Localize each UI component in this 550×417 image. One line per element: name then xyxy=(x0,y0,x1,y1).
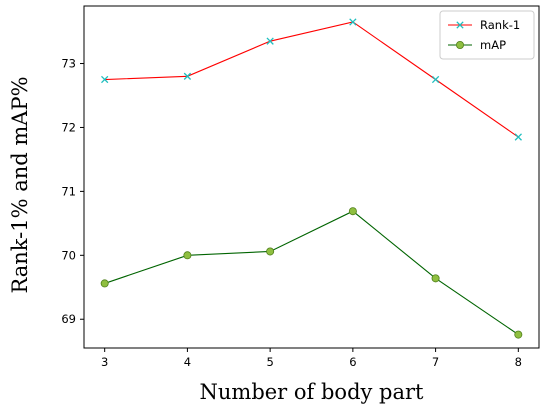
data-point-1 xyxy=(514,330,523,339)
ticks-layer: 3 4 5 6 7 8 69 70 71 72 73 xyxy=(61,57,522,369)
data-point-1 xyxy=(266,247,275,256)
x-tick-label: 7 xyxy=(432,355,439,369)
x-tick-label: 6 xyxy=(349,355,356,369)
y-tick-label: 70 xyxy=(61,248,76,262)
y-tick-label: 72 xyxy=(61,120,76,134)
x-tick-label: 5 xyxy=(266,355,273,369)
y-axis-title: Rank-1% and mAP% xyxy=(8,76,32,293)
x-tick-label: 4 xyxy=(184,355,191,369)
x-tick-label: 3 xyxy=(101,355,108,369)
data-point-1 xyxy=(183,251,192,260)
x-tick-label: 8 xyxy=(515,355,522,369)
data-point-1 xyxy=(348,207,357,216)
plot-frame xyxy=(83,5,540,349)
data-point-1 xyxy=(100,279,109,288)
y-tick-label: 69 xyxy=(61,312,76,326)
legend-swatch-marker xyxy=(455,41,464,50)
x-axis-title: Number of body part xyxy=(200,380,425,404)
data-point-0 xyxy=(183,72,192,80)
data-point-0 xyxy=(349,18,357,26)
series-line-0 xyxy=(104,21,519,138)
series-layer xyxy=(100,18,523,339)
series-line-1 xyxy=(104,210,519,336)
y-tick-label: 71 xyxy=(61,184,76,198)
legend-label: mAP xyxy=(480,38,506,52)
data-point-0 xyxy=(514,133,522,141)
y-tick-label: 73 xyxy=(61,57,76,71)
data-point-1 xyxy=(431,274,440,283)
legend-swatch-marker xyxy=(456,21,464,29)
data-point-0 xyxy=(266,37,274,45)
data-point-0 xyxy=(101,75,109,84)
legend: Rank-1 mAP xyxy=(439,10,535,60)
legend-label: Rank-1 xyxy=(480,18,520,32)
legend-box xyxy=(439,10,535,60)
data-point-0 xyxy=(431,75,440,84)
